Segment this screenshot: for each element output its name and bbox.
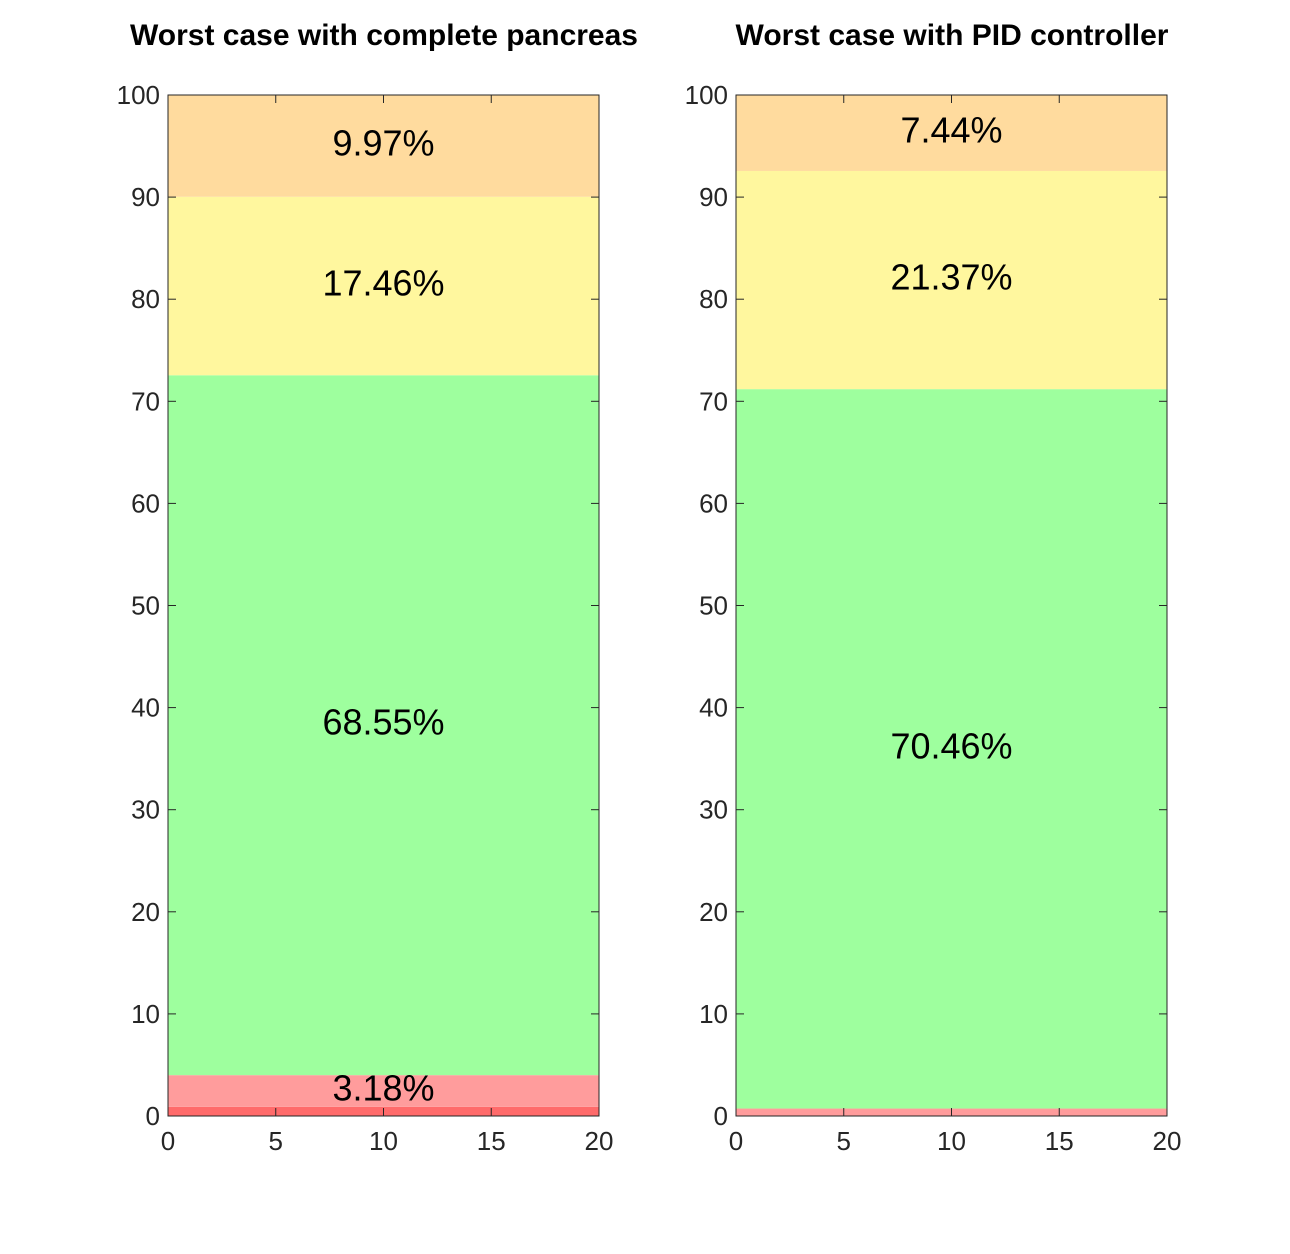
y-tick-label: 80: [699, 284, 728, 314]
band-value-label: 9.97%: [332, 122, 434, 163]
x-tick-label: 0: [729, 1126, 743, 1156]
x-tick-label: 10: [369, 1126, 398, 1156]
right-chart-panel: Worst case with PID controller 70.46% 21.3…: [685, 19, 1182, 1156]
x-tick-label: 20: [585, 1126, 614, 1156]
y-tick-label: 0: [714, 1101, 728, 1131]
y-tick-label: 10: [699, 999, 728, 1029]
y-tick-label: 40: [699, 693, 728, 723]
stacked-band: [736, 389, 1167, 1109]
y-tick-label: 30: [131, 795, 160, 825]
band-value-label: 3.18%: [332, 1068, 434, 1109]
y-tick-label: 40: [131, 693, 160, 723]
band-value-label: 70.46%: [890, 725, 1012, 766]
band-value-label: 7.44%: [900, 109, 1002, 150]
y-tick-label: 90: [699, 182, 728, 212]
x-tick-label: 5: [837, 1126, 851, 1156]
y-tick-label: 10: [131, 999, 160, 1029]
band-value-label: 21.37%: [890, 257, 1012, 298]
stacked-band: [168, 95, 599, 197]
chart-title: Worst case with complete pancreas: [130, 19, 638, 52]
y-tick-label: 20: [131, 897, 160, 927]
stacked-band: [736, 95, 1167, 171]
left-chart-panel: Worst case with complete pancreas 3.18% 68…: [117, 19, 638, 1156]
x-tick-label: 0: [161, 1126, 175, 1156]
stacked-band: [168, 375, 599, 1076]
stacked-band: [168, 196, 599, 376]
y-tick-label: 90: [131, 182, 160, 212]
y-tick-label: 60: [699, 488, 728, 518]
x-tick-label: 10: [937, 1126, 966, 1156]
y-tick-label: 60: [131, 488, 160, 518]
y-tick-label: 100: [685, 80, 728, 110]
x-tick-label: 20: [1153, 1126, 1182, 1156]
y-tick-label: 50: [699, 591, 728, 621]
band-value-label: 68.55%: [322, 702, 444, 743]
chart-title: Worst case with PID controller: [736, 19, 1169, 52]
x-tick-label: 15: [477, 1126, 506, 1156]
stacked-band: [736, 170, 1167, 390]
x-tick-label: 5: [269, 1126, 283, 1156]
y-tick-label: 70: [131, 386, 160, 416]
y-tick-label: 30: [699, 795, 728, 825]
y-tick-label: 50: [131, 591, 160, 621]
y-tick-label: 80: [131, 284, 160, 314]
x-tick-label: 15: [1045, 1126, 1074, 1156]
stacked-band: [168, 1075, 599, 1107]
band-value-label: 17.46%: [322, 263, 444, 304]
y-tick-label: 0: [146, 1101, 160, 1131]
y-tick-label: 70: [699, 386, 728, 416]
y-tick-label: 20: [699, 897, 728, 927]
y-tick-label: 100: [117, 80, 160, 110]
